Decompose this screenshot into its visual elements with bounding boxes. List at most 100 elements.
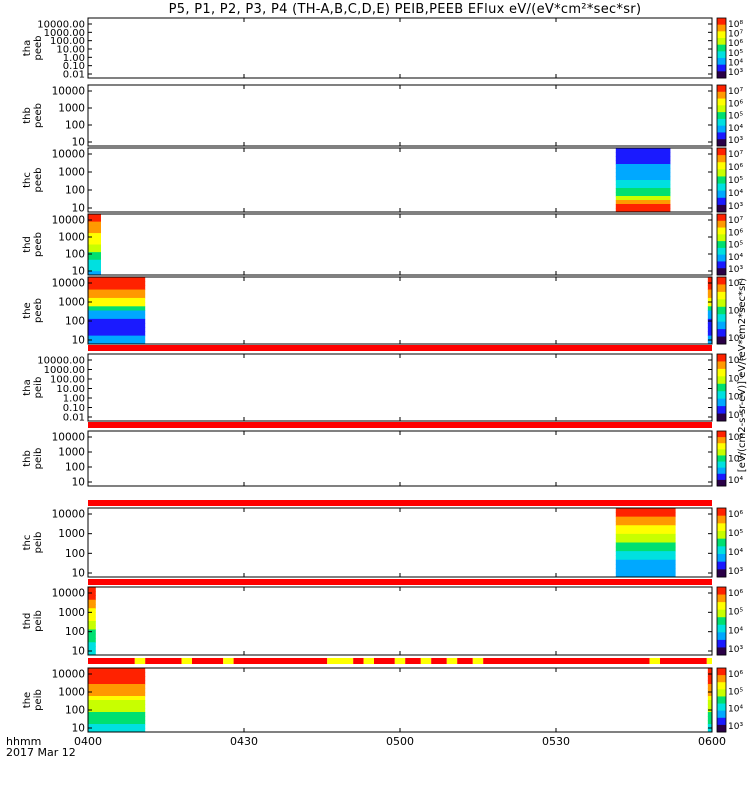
spectrogram-band xyxy=(88,650,96,656)
panel-product-label: peib xyxy=(33,532,44,554)
panel-probe-label: thc xyxy=(22,172,33,188)
panel-product-label: peib xyxy=(33,610,44,632)
colorbar-step xyxy=(717,31,726,39)
panel-product-label: peeb xyxy=(33,36,44,61)
spectrogram-band xyxy=(88,214,101,219)
quality-segment xyxy=(145,658,182,664)
spectrogram-band xyxy=(88,255,101,261)
colorbar-step xyxy=(717,204,726,213)
y-tick-label: 10000 xyxy=(52,509,85,521)
colorbar-step xyxy=(717,531,726,540)
quality-segment xyxy=(88,658,135,664)
colorbar-step xyxy=(717,105,726,113)
y-tick-label: 10000 xyxy=(52,86,85,98)
colorbar-step xyxy=(717,682,726,690)
colorbar xyxy=(716,147,727,213)
y-tick-label: 10 xyxy=(72,203,85,215)
spectrogram-band xyxy=(707,668,712,673)
spectrogram-band xyxy=(88,608,96,613)
colorbar-step xyxy=(717,214,726,222)
y-tick-label: 100.00 xyxy=(50,375,85,386)
colorbar-frame xyxy=(716,667,727,733)
spectrogram-band xyxy=(88,696,146,701)
x-tick-label: 0600 xyxy=(698,735,726,748)
spectrogram-block xyxy=(615,148,671,213)
y-tick-label: 10000.00 xyxy=(37,356,85,367)
y-tick-label: 10000 xyxy=(52,149,85,161)
colorbar-step xyxy=(717,617,726,626)
y-tick-label: 0.10 xyxy=(63,61,85,72)
spectrogram-band xyxy=(88,297,146,303)
spectrogram-band xyxy=(707,335,712,341)
colorbar-step xyxy=(717,609,726,618)
quality-segment xyxy=(405,658,421,664)
spectrogram-band xyxy=(88,281,146,286)
spectrogram-band xyxy=(88,625,96,630)
spectrogram-band xyxy=(707,327,712,332)
colorbar xyxy=(716,507,727,578)
colorbar-frame xyxy=(716,213,727,276)
spectrogram-band xyxy=(615,564,676,569)
chart-title: P5, P1, P2, P3, P4 (TH-A,B,C,D,E) PEIB,P… xyxy=(168,2,642,17)
colorbar-tick-label: 10⁴ xyxy=(728,253,743,263)
quality-segment xyxy=(446,658,458,664)
spectrogram-block xyxy=(707,668,712,733)
colorbar-step xyxy=(717,668,726,676)
panel-probe-label: thd xyxy=(22,613,33,630)
quality-segment xyxy=(353,658,364,664)
colorbar-step xyxy=(717,176,726,184)
panel-product-label: peib xyxy=(33,377,44,399)
footer-time-label: hhmm xyxy=(6,735,41,748)
spectrogram-band xyxy=(88,712,146,717)
colorbar-step xyxy=(717,197,726,206)
quality-segment xyxy=(181,658,192,664)
panel-thc-peib xyxy=(87,500,727,578)
colorbar-title: [eV/(cm2-s-sr-eV)] eV/(eV*cm2*sec*sr) xyxy=(737,278,748,472)
spectrogram-band xyxy=(615,184,671,189)
colorbar-tick-label: 10⁵ xyxy=(728,455,743,465)
spectrogram-block xyxy=(88,277,146,345)
spectrogram-band xyxy=(615,555,676,561)
colorbar-frame xyxy=(716,507,727,578)
colorbar-step xyxy=(717,624,726,633)
colorbar xyxy=(716,213,727,276)
colorbar-step xyxy=(717,368,726,377)
spectrogram-band xyxy=(88,314,146,320)
spectrogram-band xyxy=(615,204,671,209)
spectrogram-band xyxy=(707,692,712,697)
y-tick-label: 10 xyxy=(72,646,85,658)
panel-thb-peib xyxy=(87,422,727,487)
spectrogram-band xyxy=(615,164,671,169)
colorbar xyxy=(716,17,727,79)
colorbar-tick-label: 10⁶ xyxy=(728,163,743,173)
panel-tha-peeb xyxy=(87,17,727,79)
colorbar-frame xyxy=(716,276,727,345)
colorbar-tick-label: 10³ xyxy=(728,722,743,732)
colorbar-step xyxy=(717,169,726,177)
spectrogram-band xyxy=(707,302,712,307)
spectrogram-band xyxy=(615,168,671,173)
spectrogram-band xyxy=(88,306,146,311)
y-tick-label: 1000 xyxy=(58,447,85,459)
colorbar-tick-label: 10⁷ xyxy=(728,216,743,226)
spectrogram-band xyxy=(707,700,712,705)
colorbar-tick-label: 10⁷ xyxy=(728,30,743,40)
colorbar-tick-label: 10⁸ xyxy=(728,20,743,30)
colorbar-frame xyxy=(716,147,727,213)
panel-product-label: peeb xyxy=(33,232,44,257)
spectrogram-band xyxy=(88,728,146,733)
spectrogram-band xyxy=(88,259,101,265)
colorbar-step xyxy=(717,376,726,385)
colorbar-step xyxy=(717,44,726,52)
quality-segment xyxy=(374,658,395,664)
y-tick-label: 10000.00 xyxy=(37,20,85,31)
y-tick-label: 10000 xyxy=(52,215,85,227)
colorbar-step xyxy=(717,675,726,683)
colorbar-step xyxy=(717,443,726,450)
colorbar-tick-label: 10⁶ xyxy=(728,228,743,238)
spectrogram-band xyxy=(615,525,676,531)
colorbar-tick-label: 10⁶ xyxy=(728,589,743,599)
colorbar-step xyxy=(717,546,726,555)
spectrogram-band xyxy=(615,551,676,556)
colorbar-step xyxy=(717,703,726,712)
